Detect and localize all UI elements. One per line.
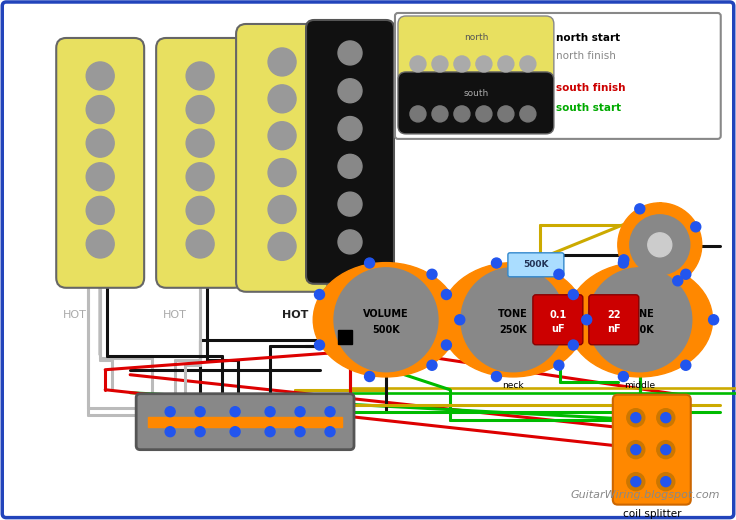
Circle shape: [630, 215, 690, 275]
Circle shape: [627, 440, 645, 459]
Circle shape: [454, 56, 470, 72]
Text: north: north: [464, 33, 488, 43]
Circle shape: [265, 407, 275, 417]
Circle shape: [627, 409, 645, 427]
Text: middle: middle: [624, 381, 655, 390]
Text: north finish: north finish: [556, 51, 616, 61]
Circle shape: [631, 445, 641, 454]
Text: TONE: TONE: [625, 309, 655, 319]
Circle shape: [364, 371, 375, 382]
Circle shape: [619, 255, 629, 265]
Circle shape: [657, 409, 675, 427]
Circle shape: [427, 360, 437, 370]
Circle shape: [295, 407, 305, 417]
Circle shape: [410, 106, 426, 122]
Circle shape: [325, 407, 335, 417]
FancyBboxPatch shape: [236, 24, 328, 292]
Circle shape: [568, 340, 578, 350]
Circle shape: [195, 407, 205, 417]
FancyBboxPatch shape: [156, 38, 244, 288]
Circle shape: [186, 197, 214, 225]
Text: 250K: 250K: [499, 325, 527, 335]
Text: south start: south start: [556, 103, 621, 113]
Circle shape: [618, 371, 629, 382]
Circle shape: [265, 427, 275, 437]
Circle shape: [268, 232, 296, 261]
FancyBboxPatch shape: [56, 38, 144, 288]
Text: GuitarWiring.blogspot.com: GuitarWiring.blogspot.com: [570, 490, 720, 500]
Circle shape: [338, 41, 362, 65]
FancyBboxPatch shape: [136, 394, 354, 450]
Circle shape: [165, 427, 175, 437]
Text: coil splitter: coil splitter: [623, 509, 681, 518]
Ellipse shape: [567, 263, 712, 377]
FancyBboxPatch shape: [508, 253, 564, 277]
Circle shape: [338, 79, 362, 103]
FancyBboxPatch shape: [613, 395, 691, 504]
Circle shape: [657, 440, 675, 459]
Circle shape: [498, 106, 514, 122]
Circle shape: [554, 269, 564, 279]
Circle shape: [86, 96, 114, 124]
Circle shape: [661, 413, 670, 423]
Text: TONE: TONE: [498, 309, 528, 319]
Circle shape: [268, 122, 296, 150]
Circle shape: [455, 315, 464, 325]
Circle shape: [186, 129, 214, 157]
Circle shape: [627, 473, 645, 491]
Circle shape: [661, 477, 670, 487]
Circle shape: [427, 269, 437, 279]
Circle shape: [454, 106, 470, 122]
Text: north start: north start: [556, 33, 620, 43]
Ellipse shape: [440, 263, 586, 377]
FancyBboxPatch shape: [306, 20, 394, 284]
Circle shape: [410, 56, 426, 72]
FancyBboxPatch shape: [398, 72, 554, 134]
Circle shape: [588, 268, 692, 372]
FancyBboxPatch shape: [589, 295, 639, 345]
Circle shape: [338, 116, 362, 140]
Ellipse shape: [314, 263, 459, 377]
Circle shape: [476, 106, 492, 122]
Circle shape: [314, 340, 325, 350]
FancyBboxPatch shape: [398, 16, 554, 84]
Circle shape: [195, 427, 205, 437]
Text: HOT: HOT: [282, 310, 308, 320]
Circle shape: [432, 106, 448, 122]
Text: HOT: HOT: [63, 310, 87, 320]
FancyBboxPatch shape: [533, 295, 583, 345]
Circle shape: [230, 427, 240, 437]
Circle shape: [661, 445, 670, 454]
Bar: [338, 330, 352, 344]
Circle shape: [230, 407, 240, 417]
Circle shape: [432, 56, 448, 72]
Circle shape: [476, 56, 492, 72]
Circle shape: [334, 268, 438, 372]
Circle shape: [657, 473, 675, 491]
Circle shape: [498, 56, 514, 72]
Circle shape: [186, 96, 214, 124]
Circle shape: [581, 315, 592, 325]
Circle shape: [268, 159, 296, 187]
Circle shape: [618, 258, 629, 268]
Circle shape: [631, 477, 641, 487]
Circle shape: [709, 315, 718, 325]
Bar: [148, 417, 342, 427]
Circle shape: [568, 290, 578, 300]
Circle shape: [268, 85, 296, 113]
Circle shape: [364, 258, 375, 268]
Circle shape: [186, 163, 214, 191]
FancyBboxPatch shape: [395, 13, 721, 139]
Circle shape: [631, 413, 641, 423]
Circle shape: [520, 56, 536, 72]
Circle shape: [681, 360, 691, 370]
Circle shape: [86, 197, 114, 225]
Circle shape: [268, 48, 296, 76]
Circle shape: [314, 290, 325, 300]
Circle shape: [86, 129, 114, 157]
Circle shape: [186, 62, 214, 90]
Circle shape: [635, 204, 645, 214]
Text: 22: 22: [607, 310, 620, 320]
Text: 500K: 500K: [372, 325, 400, 335]
